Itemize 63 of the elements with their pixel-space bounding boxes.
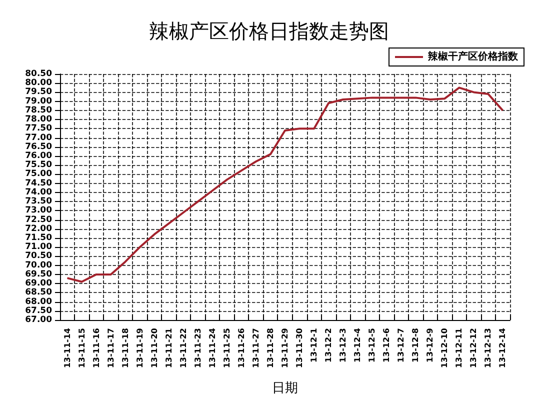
- x-tick-label: 13-12-3: [338, 328, 348, 362]
- x-tick-label: 13-12-2: [324, 328, 334, 362]
- y-tick-label: 69.50: [25, 269, 52, 280]
- x-tick-label: 13-11-14: [62, 328, 72, 368]
- y-tick-label: 80.00: [25, 78, 52, 88]
- x-tick-label: 13-11-26: [236, 328, 246, 368]
- x-tick-label: 13-11-24: [208, 328, 217, 368]
- y-tick-label: 70.00: [25, 260, 52, 270]
- line-series: [66, 86, 504, 283]
- x-tick-label: 13-11-27: [251, 328, 260, 368]
- legend-label: 辣椒干产区价格指数: [427, 50, 519, 62]
- y-tick-label: 73.50: [25, 196, 52, 207]
- x-tick-label: 13-12-7: [396, 328, 406, 362]
- y-tick-label: 74.50: [25, 178, 52, 188]
- y-tick-label: 76.00: [25, 151, 52, 161]
- y-tick-label: 78.50: [25, 105, 52, 116]
- y-tick-label: 70.50: [25, 251, 52, 262]
- y-tick-label: 75.00: [25, 169, 52, 180]
- x-tick-label: 13-11-16: [92, 328, 101, 368]
- chart-title: 辣椒产区价格日指数走势图: [149, 19, 389, 43]
- y-tick-label: 68.50: [25, 288, 52, 298]
- x-tick-label: 13-12-14: [498, 328, 508, 368]
- y-tick-label: 79.50: [25, 87, 52, 98]
- x-tick-label: 13-11-28: [266, 328, 275, 368]
- y-tick-label: 77.00: [25, 132, 52, 143]
- y-tick-label: 77.50: [25, 124, 52, 134]
- y-tick-label: 72.50: [25, 214, 52, 225]
- x-tick-label: 13-11-22: [178, 328, 188, 368]
- x-tick-label: 13-12-4: [353, 328, 362, 362]
- x-tick-label: 13-12-8: [411, 328, 420, 362]
- x-tick-label: 13-12-6: [382, 328, 392, 362]
- x-tick-label: 13-11-15: [77, 328, 86, 368]
- y-tick-label: 76.50: [25, 142, 52, 152]
- x-tick-label: 13-11-30: [295, 328, 304, 368]
- y-tick-label: 71.50: [25, 233, 52, 243]
- x-axis-title: 日期: [272, 381, 298, 396]
- y-tick-label: 72.00: [25, 224, 52, 234]
- x-tick-label: 13-12-1: [310, 328, 319, 362]
- y-tick-label: 74.00: [25, 187, 52, 198]
- y-tick-label: 79.00: [25, 96, 52, 106]
- x-tick-label: 13-12-12: [469, 328, 478, 368]
- x-tick-label: 13-12-5: [368, 328, 377, 362]
- x-tick-label: 13-12-10: [440, 328, 450, 368]
- x-tick-label: 13-11-19: [135, 328, 144, 368]
- y-tick-label: 73.00: [25, 206, 52, 216]
- x-tick-label: 13-12-9: [426, 328, 435, 362]
- y-tick-label: 78.00: [25, 114, 52, 125]
- x-tick-label: 13-11-21: [164, 328, 174, 368]
- x-tick-label: 13-11-25: [222, 328, 232, 368]
- x-tick-label: 13-11-17: [106, 328, 116, 368]
- y-tick-label: 67.50: [25, 306, 52, 316]
- x-tick-label: 13-11-20: [150, 328, 159, 368]
- x-tick-label: 13-12-13: [484, 328, 493, 368]
- y-tick-label: 68.00: [25, 296, 52, 307]
- x-tick-label: 13-12-11: [454, 328, 464, 368]
- y-tick-label: 67.00: [25, 315, 52, 325]
- y-tick-label: 80.50: [25, 69, 52, 79]
- x-tick-label: 13-11-29: [280, 328, 290, 368]
- x-tick-label: 13-11-18: [120, 328, 130, 368]
- x-tick-label: 13-11-23: [193, 328, 202, 368]
- y-tick-label: 71.00: [25, 242, 52, 252]
- y-tick-label: 75.50: [25, 160, 52, 170]
- y-tick-label: 69.00: [25, 278, 52, 289]
